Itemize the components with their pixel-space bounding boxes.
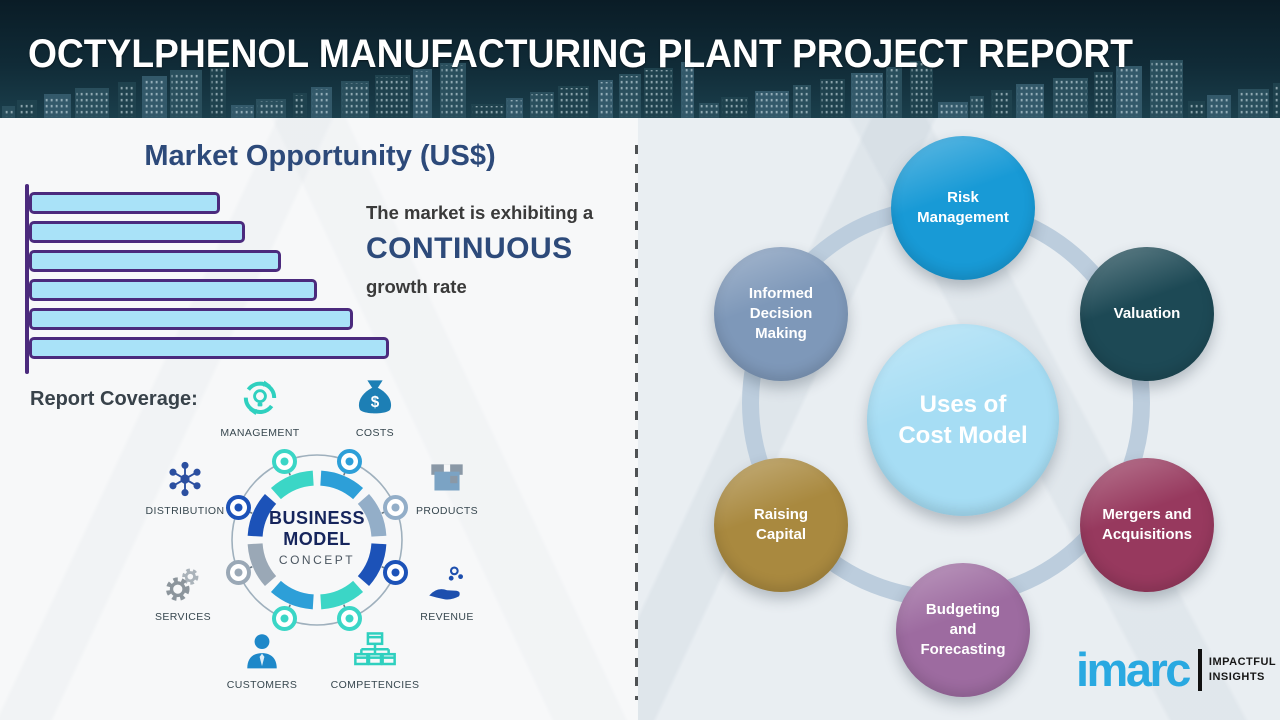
bm-item-management: MANAGEMENT (212, 376, 308, 439)
bm-label-services: SERVICES (154, 611, 212, 623)
growth-line-1: The market is exhibiting a (366, 202, 594, 223)
city-skyline-graphic (2, 60, 1280, 118)
left-panel: Market Opportunity (US$) The market is e… (0, 118, 637, 720)
competencies-icon (354, 632, 396, 666)
bm-item-products: PRODUCTS (399, 456, 495, 517)
bubble-informed-decision-making: Informed Decision Making (714, 247, 848, 381)
bubble-uses-of-cost-model: Uses of Cost Model (867, 324, 1059, 516)
bm-label-revenue: REVENUE (420, 611, 474, 623)
bm-label-management: MANAGEMENT (220, 427, 300, 439)
bar (29, 250, 281, 272)
bm-label-customers: CUSTOMERS (226, 679, 298, 691)
bm-item-services: SERVICES (135, 562, 231, 623)
bm-line-concept: CONCEPT (278, 553, 356, 567)
bar (29, 192, 220, 214)
bm-item-competencies: COMPETENCIES (327, 628, 423, 691)
bm-label-competencies: COMPETENCIES (330, 679, 420, 691)
bubble-uses-of-cost-model-label: Uses of Cost Model (893, 389, 1033, 451)
imarc-logo: imarc IMPACTFUL INSIGHTS (1076, 646, 1276, 693)
bar (29, 279, 317, 301)
services-icon (166, 568, 199, 601)
bar-chart-axis (25, 184, 29, 374)
bubble-raising-capital-label: Raising Capital (753, 505, 809, 543)
revenue-icon (429, 566, 463, 600)
svg-text:$: $ (371, 394, 380, 411)
bm-label-costs: COSTS (355, 427, 395, 439)
bubble-valuation: Valuation (1080, 247, 1214, 381)
bubble-budgeting-forecasting-label: Budgeting and Forecasting (920, 600, 1006, 659)
management-icon (243, 380, 277, 416)
page-title: OCTYLPHENOL MANUFACTURING PLANT PROJECT … (28, 32, 1134, 76)
bubble-informed-decision-making-label: Informed Decision Making (748, 284, 814, 343)
panel-divider (635, 145, 638, 700)
bm-item-revenue: REVENUE (399, 562, 495, 623)
bm-label-distribution: DISTRIBUTION (145, 505, 225, 517)
report-coverage-label: Report Coverage: (30, 388, 198, 410)
distribution-icon (169, 461, 201, 497)
chart-title: Market Opportunity (US$) (144, 140, 496, 172)
costs-icon: $ (358, 380, 392, 414)
bm-item-distribution: DISTRIBUTION (137, 456, 233, 517)
bubble-budgeting-forecasting: Budgeting and Forecasting (896, 563, 1030, 697)
bm-item-costs: $ COSTS (327, 376, 423, 439)
bm-item-customers: CUSTOMERS (214, 628, 310, 691)
growth-emphasis: CONTINUOUS (366, 232, 573, 265)
bm-line-business: BUSINESS (268, 508, 366, 528)
bubble-valuation-label: Valuation (1113, 304, 1181, 322)
customers-icon (247, 634, 277, 669)
bm-label-products: PRODUCTS (415, 505, 479, 517)
imarc-tagline-line2: INSIGHTS (1208, 670, 1265, 683)
bar (29, 221, 245, 243)
bar-chart-bars (29, 192, 389, 359)
imarc-brand-text: imarc (1076, 643, 1191, 696)
business-model-ring (226, 449, 408, 631)
bm-line-model: MODEL (283, 529, 351, 549)
growth-annotation: The market is exhibiting a CONTINUOUS gr… (366, 202, 628, 298)
imarc-tagline-line1: IMPACTFUL (1208, 656, 1277, 669)
bubble-mergers-acquisitions-label: Mergers and Acquisitions (1101, 505, 1192, 543)
uses-line-1: Uses of (919, 390, 1007, 418)
imarc-logo-divider (1197, 648, 1202, 691)
right-panel: Risk Management Informed Decision Making… (638, 118, 1280, 720)
header: OCTYLPHENOL MANUFACTURING PLANT PROJECT … (0, 0, 1280, 118)
bar (29, 308, 353, 330)
products-icon (431, 464, 463, 491)
bubble-raising-capital: Raising Capital (714, 458, 848, 592)
bubble-risk-management: Risk Management (891, 136, 1035, 280)
business-model-center-text: BUSINESS MODEL CONCEPT (242, 508, 392, 567)
bubble-risk-management-label: Risk Management (917, 188, 1009, 226)
uses-line-2: Cost Model (898, 422, 1028, 449)
imarc-tagline: IMPACTFUL INSIGHTS (1209, 655, 1276, 684)
growth-line-2: growth rate (366, 276, 467, 297)
bubble-mergers-acquisitions: Mergers and Acquisitions (1080, 458, 1214, 592)
bar (29, 337, 389, 359)
